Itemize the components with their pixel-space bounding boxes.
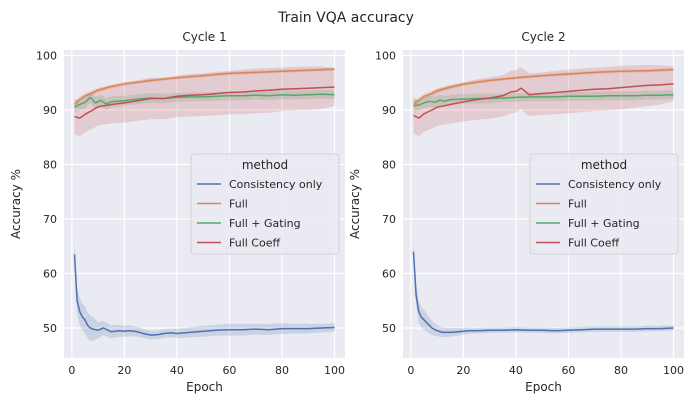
x-tick-label: 60 (561, 364, 575, 377)
series-line-2 (73, 68, 335, 106)
legend-entry: Full Coeff (229, 237, 280, 250)
legend-entry: Full Coeff (568, 237, 619, 250)
y-axis-label: Accuracy % (9, 169, 23, 239)
legend-entry: Full (568, 198, 587, 211)
x-tick-label: 100 (324, 364, 345, 377)
legend-title: method (581, 158, 627, 172)
y-tick-label: 90 (43, 104, 57, 117)
x-tick-label: 80 (275, 364, 289, 377)
figure-title: Train VQA accuracy (277, 10, 414, 26)
legend-entry: Consistency only (229, 178, 323, 191)
legend-entry: Full + Gating (568, 217, 640, 230)
series-line-4 (74, 86, 335, 119)
y-tick-label: 60 (382, 268, 396, 281)
y-tick-label: 70 (43, 213, 57, 226)
chart-title: Cycle 1 (182, 30, 226, 44)
y-tick-label: 100 (375, 49, 396, 62)
x-tick-label: 80 (614, 364, 628, 377)
x-tick-label: 100 (663, 364, 684, 377)
y-tick-label: 80 (382, 158, 396, 171)
y-tick-label: 100 (36, 49, 57, 62)
x-tick-label: 60 (222, 364, 236, 377)
legend-entry: Consistency only (568, 178, 662, 191)
y-tick-label: 70 (382, 213, 396, 226)
y-tick-label: 60 (43, 268, 57, 281)
y-tick-label: 90 (382, 104, 396, 117)
chart-title: Cycle 2 (521, 30, 565, 44)
series-line-1 (412, 251, 674, 334)
legend-entry: Full + Gating (229, 217, 301, 230)
y-tick-label: 50 (382, 322, 396, 335)
legend: method Consistency only Full Full + Gating F… (529, 153, 679, 255)
legend: method Consistency only Full Full + Gating F… (190, 153, 340, 255)
x-tick-label: 0 (407, 364, 414, 377)
confidence-band-1 (413, 240, 674, 338)
x-axis-label: Epoch (186, 380, 223, 394)
x-axis-label: Epoch (525, 380, 562, 394)
y-axis-label: Accuracy % (348, 169, 362, 239)
legend-title: method (242, 158, 288, 172)
chart-panel-1: 0 20 40 60 80 100 50 60 70 80 90 100 Cycle 1 Epoch Acc… (9, 30, 345, 394)
x-tick-label: 20 (456, 364, 470, 377)
series-line-3 (74, 93, 335, 108)
x-tick-label: 0 (68, 364, 75, 377)
x-tick-label: 20 (117, 364, 131, 377)
y-tick-label: 50 (43, 322, 57, 335)
series-line-4 (413, 83, 674, 119)
chart-panel-2: 0 20 40 60 80 100 50 60 70 80 90 100 Cycle 2 Epoch Acc… (348, 30, 684, 394)
legend-box (529, 153, 679, 255)
legend-entry: Full (229, 198, 248, 211)
series-line-2 (413, 68, 674, 106)
confidence-band-4 (74, 66, 335, 137)
x-tick-label: 40 (509, 364, 523, 377)
confidence-band-1 (74, 240, 335, 342)
y-tick-label: 80 (43, 158, 57, 171)
legend-box (190, 153, 340, 255)
x-tick-label: 40 (170, 364, 184, 377)
series-line-3 (413, 93, 674, 107)
series-line-1 (73, 254, 335, 336)
